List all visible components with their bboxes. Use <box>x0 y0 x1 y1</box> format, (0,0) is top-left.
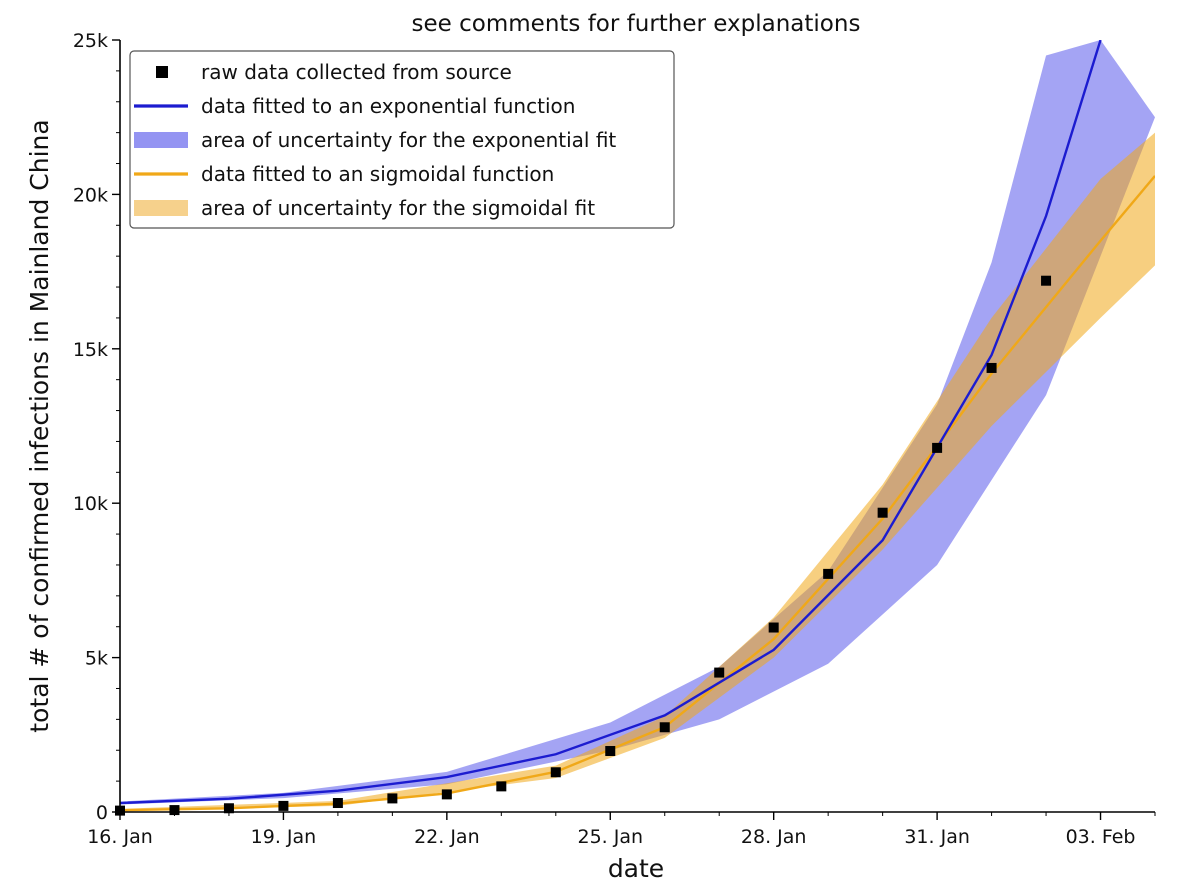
legend-band-swatch <box>134 200 188 216</box>
x-axis-title: date <box>608 854 664 881</box>
raw-data-point <box>550 767 561 778</box>
raw-data-point <box>441 789 452 800</box>
raw-data-point <box>223 803 234 814</box>
legend-label: area of uncertainty for the exponential … <box>201 128 616 152</box>
raw-data-point <box>986 362 997 373</box>
exponential-fit-line <box>120 40 1102 805</box>
x-tick-label: 31. Jan <box>904 826 970 848</box>
raw-data-point <box>278 800 289 811</box>
y-tick-label: 10k <box>73 493 108 515</box>
raw-data-point <box>169 805 180 816</box>
y-tick-label: 15k <box>73 339 108 361</box>
raw-data-point <box>877 507 888 518</box>
x-tick-label: 16. Jan <box>87 826 153 848</box>
x-tick-label: 28. Jan <box>741 826 807 848</box>
raw-data-point <box>387 793 398 804</box>
x-tick-label: 22. Jan <box>414 826 480 848</box>
y-tick-label: 0 <box>96 802 108 824</box>
y-tick-label: 25k <box>73 30 108 52</box>
y-axis-title: total # of confirmed infections in Mainl… <box>25 119 54 732</box>
raw-data-point <box>605 746 616 757</box>
y-tick-label: 20k <box>73 184 108 206</box>
raw-data-point <box>768 622 779 633</box>
legend-label: data fitted to an exponential function <box>201 94 575 118</box>
legend-label: raw data collected from source <box>201 60 512 84</box>
uncertainty-bands <box>120 40 1155 812</box>
legend-box <box>129 50 675 229</box>
chart-title: see comments for further explanations <box>412 11 861 37</box>
raw-data-point <box>823 568 834 579</box>
raw-data-point <box>332 798 343 809</box>
raw-data-point <box>1041 275 1052 286</box>
legend-label: data fitted to an sigmoidal function <box>201 162 554 186</box>
sigmoidal-uncertainty-band <box>120 132 1155 812</box>
legend-marker-raw-data <box>156 66 168 78</box>
legend-band-swatch <box>134 132 188 148</box>
axes: 0 5k 10k 15k 20k 25k 16. Jan 19. Jan 22. Jan 25. … <box>73 30 1156 848</box>
raw-data-point <box>714 667 725 678</box>
raw-data-point <box>932 442 943 453</box>
raw-data-point <box>496 781 507 792</box>
legend: raw data collected from source data fitte… <box>129 50 675 229</box>
legend-label: area of uncertainty for the sigmoidal fi… <box>201 196 595 220</box>
x-tick-label: 19. Jan <box>251 826 317 848</box>
x-tick-label: 25. Jan <box>577 826 643 848</box>
x-tick-label: 03. Feb <box>1066 826 1136 848</box>
y-tick-label: 5k <box>85 648 108 670</box>
raw-data-point <box>659 722 670 733</box>
